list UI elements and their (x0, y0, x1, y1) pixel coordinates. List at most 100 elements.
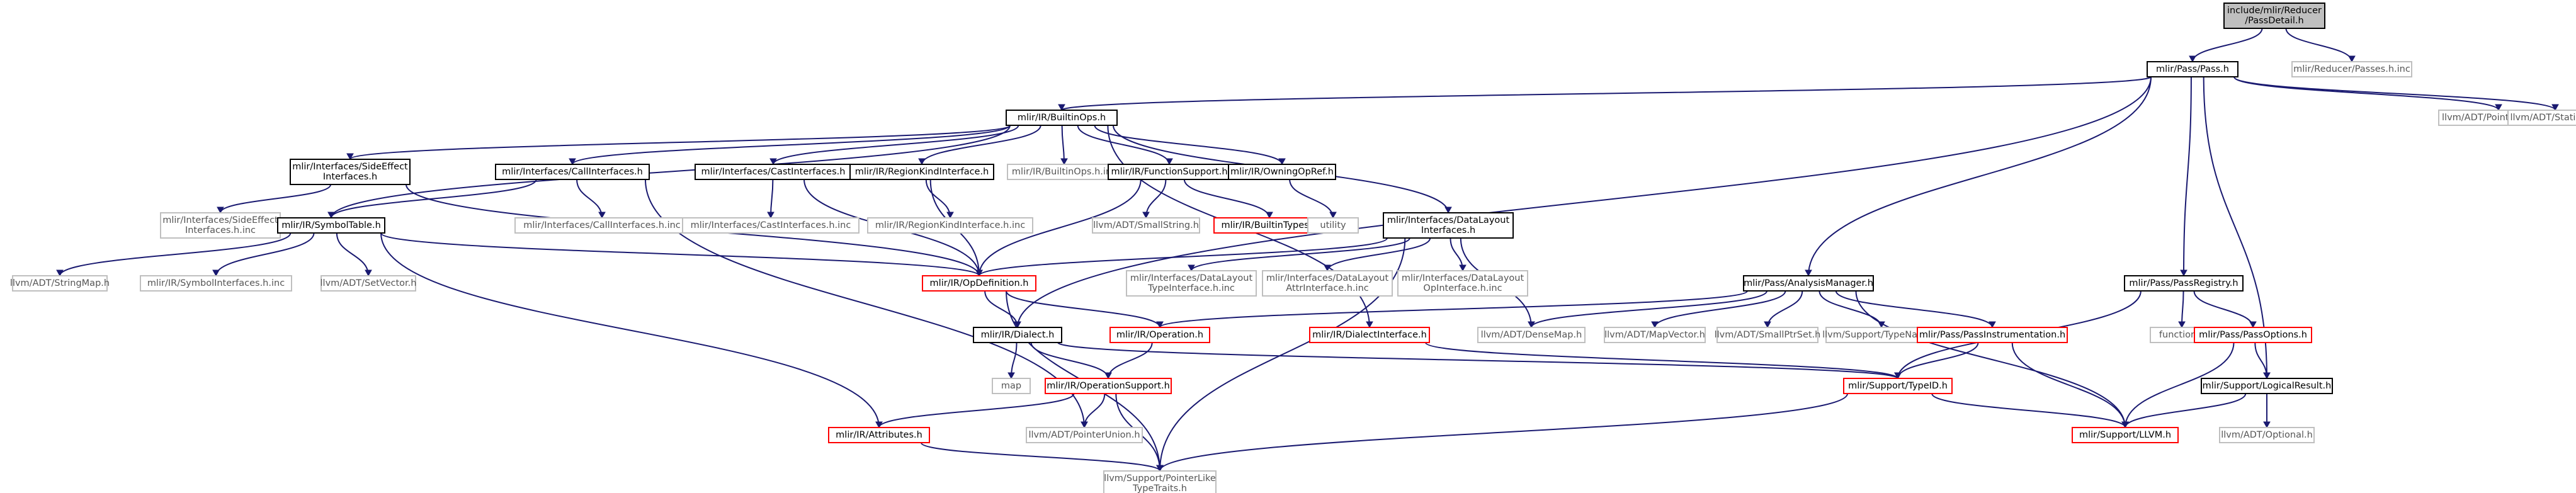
node-label: OpInterface.h.inc (1423, 283, 1502, 293)
edge-passregistry-to-functional (2179, 291, 2185, 327)
node-smallptrset: llvm/ADT/SmallPtrSet.h (1715, 327, 1821, 343)
edge-passdetail-to-reducerpasses (2286, 28, 2355, 62)
node-functionsupport[interactable]: mlir/IR/FunctionSupport.h (1108, 164, 1230, 179)
edge-pass-to-passregistry (2181, 77, 2191, 276)
node-regionkind[interactable]: mlir/IR/RegionKindInterface.h (850, 164, 994, 179)
node-label: mlir/Interfaces/CastInterfaces.h.inc (691, 220, 851, 230)
node-builtinops[interactable]: mlir/IR/BuiltinOps.h (1006, 110, 1117, 125)
node-dltypeinc: mlir/Interfaces/DataLayoutTypeInterface.… (1126, 271, 1256, 296)
node-label: mlir/IR/RegionKindInterface.h.inc (875, 220, 1025, 230)
edge-owningopref-to-utility (1290, 179, 1336, 218)
node-pass[interactable]: mlir/Pass/Pass.h (2147, 62, 2238, 77)
edge-pass-to-analysismanager (1805, 77, 2151, 276)
node-optional: llvm/ADT/Optional.h (2220, 428, 2314, 443)
node-label: mlir/IR/SymbolInterfaces.h.inc (147, 278, 285, 288)
node-owningopref[interactable]: mlir/IR/OwningOpRef.h (1228, 164, 1336, 179)
node-dialectinterface[interactable]: mlir/IR/DialectInterface.h (1310, 327, 1429, 343)
edge-analysismanager-to-typename (1819, 291, 1885, 327)
node-sideeffectinc: mlir/Interfaces/SideEffectInterfaces.h.i… (161, 213, 280, 238)
edge-symboltable-to-setvector (337, 233, 372, 276)
node-label: AttrInterface.h.inc (1286, 283, 1369, 293)
node-label: utility (1320, 220, 1346, 230)
node-dlopinc: mlir/Interfaces/DataLayoutOpInterface.h.… (1398, 271, 1528, 296)
node-passdetail[interactable]: include/mlir/Reducer/PassDetail.h (2224, 3, 2325, 28)
node-logicalresult[interactable]: mlir/Support/LogicalResult.h (2201, 378, 2332, 394)
node-label: mlir/IR/BuiltinOps.h.inc (1012, 167, 1116, 177)
edge-attributes-to-pointerlike (921, 443, 1163, 471)
node-label: mlir/Interfaces/SideEffect (292, 162, 408, 172)
node-label: mlir/Reducer/Passes.h.inc (2293, 64, 2410, 74)
node-opdefinition[interactable]: mlir/IR/OpDefinition.h (922, 276, 1036, 291)
node-passregistry[interactable]: mlir/Pass/PassRegistry.h (2125, 276, 2243, 291)
node-pointerlike: llvm/Support/PointerLikeTypeTraits.h (1104, 471, 1216, 493)
node-label: mlir/IR/FunctionSupport.h (1111, 167, 1227, 177)
edge-sideeffect-to-sideeffectinc (217, 184, 331, 213)
node-label: TypeInterface.h.inc (1147, 283, 1235, 293)
node-label: llvm/ADT/SetVector.h (321, 278, 417, 288)
node-label: mlir/Interfaces/DataLayout (1266, 273, 1389, 283)
node-label: include/mlir/Reducer (2227, 6, 2322, 16)
node-label: mlir/Interfaces/SideEffect (162, 215, 278, 225)
node-label: TypeTraits.h (1132, 484, 1187, 493)
node-label: mlir/IR/Attributes.h (836, 430, 922, 440)
node-label: mlir/IR/RegionKindInterface.h (855, 167, 989, 177)
edge-callinterfaces-to-callinterfacesinc (577, 179, 605, 218)
node-pointerunion: llvm/ADT/PointerUnion.h (1026, 428, 1142, 443)
node-operation[interactable]: mlir/IR/Operation.h (1110, 327, 1210, 343)
edge-pass-to-statistic (2234, 77, 2558, 110)
edge-functionsupport-to-smallstring (1143, 179, 1166, 218)
edge-operationsupport-to-pointerunion (1081, 394, 1104, 428)
node-label: mlir/Interfaces/DataLayout (1387, 215, 1510, 225)
edge-symboltable-to-symbolinterfacesinc (213, 233, 314, 276)
node-label: mlir/Pass/Pass.h (2156, 64, 2229, 74)
node-smallstring: llvm/ADT/SmallString.h (1092, 218, 1200, 233)
node-dialect[interactable]: mlir/IR/Dialect.h (973, 327, 1062, 343)
edge-logicalresult-to-optional (2264, 394, 2270, 428)
node-label: mlir/Interfaces/CallInterfaces.h.inc (523, 220, 681, 230)
node-label: mlir/Support/TypeID.h (1848, 381, 1948, 391)
node-label: llvm/ADT/MapVector.h (1604, 330, 1705, 340)
node-label: llvm/ADT/SmallString.h (1093, 220, 1199, 230)
node-reducerpasses: mlir/Reducer/Passes.h.inc (2292, 62, 2412, 77)
node-label: mlir/Pass/PassRegistry.h (2129, 278, 2238, 288)
node-label: mlir/Interfaces/DataLayout (1130, 273, 1253, 283)
node-label: llvm/ADT/SmallPtrSet.h (1715, 330, 1821, 340)
edge-functionsupport-to-builtintypes (1184, 179, 1273, 218)
node-label: mlir/IR/BuiltinOps.h (1018, 113, 1106, 123)
node-operationsupport[interactable]: mlir/IR/OperationSupport.h (1045, 378, 1171, 394)
node-stringmap: llvm/ADT/StringMap.h (10, 276, 110, 291)
edge-operation-to-operationsupport (1105, 343, 1152, 378)
edge-castinterfaces-to-castinterfacesinc (768, 179, 774, 218)
node-label: mlir/Pass/PassInstrumentation.h (1919, 330, 2065, 340)
node-symboltable[interactable]: mlir/IR/SymbolTable.h (278, 218, 385, 233)
node-callinterfaces[interactable]: mlir/Interfaces/CallInterfaces.h (496, 164, 649, 179)
node-analysismanager[interactable]: mlir/Pass/AnalysisManager.h (1744, 276, 1873, 291)
node-label: mlir/Support/LogicalResult.h (2203, 381, 2332, 391)
edge-callinterfaces-to-symboltable (328, 179, 536, 218)
node-label: mlir/IR/SymbolTable.h (281, 220, 381, 230)
node-attributes[interactable]: mlir/IR/Attributes.h (829, 428, 929, 443)
edge-typeid-to-pointerlike (1157, 394, 1847, 471)
edge-symboltable-to-opdefinition (381, 233, 982, 276)
node-mapvector: llvm/ADT/MapVector.h (1604, 327, 1705, 343)
edge-builtinops-to-functionsupport (1078, 125, 1172, 164)
node-label: llvm/ADT/DenseMap.h (1481, 330, 1582, 340)
edge-dialect-to-map (1008, 343, 1017, 378)
node-builtinopsinc: mlir/IR/BuiltinOps.h.inc (1007, 164, 1121, 179)
node-llvmh[interactable]: mlir/Support/LLVM.h (2072, 428, 2178, 443)
node-passinstrumentation[interactable]: mlir/Pass/PassInstrumentation.h (1917, 327, 2067, 343)
edge-pass-to-pointerintpair (2234, 77, 2502, 110)
node-typeid[interactable]: mlir/Support/TypeID.h (1844, 378, 1952, 394)
node-label: mlir/Support/LLVM.h (2079, 430, 2171, 440)
edge-builtinops-to-sideeffect (347, 125, 1010, 159)
node-dlattrinc: mlir/Interfaces/DataLayoutAttrInterface.… (1262, 271, 1392, 296)
edge-builtinops-to-builtinopsinc (1061, 125, 1067, 164)
node-label: mlir/Interfaces/CastInterfaces.h (701, 167, 846, 177)
node-passoptions[interactable]: mlir/Pass/PassOptions.h (2194, 327, 2312, 343)
edge-pass-to-builtinops (1058, 77, 2151, 110)
node-label: mlir/Interfaces/DataLayout (1402, 273, 1524, 283)
node-castinterfaces[interactable]: mlir/Interfaces/CastInterfaces.h (695, 164, 851, 179)
